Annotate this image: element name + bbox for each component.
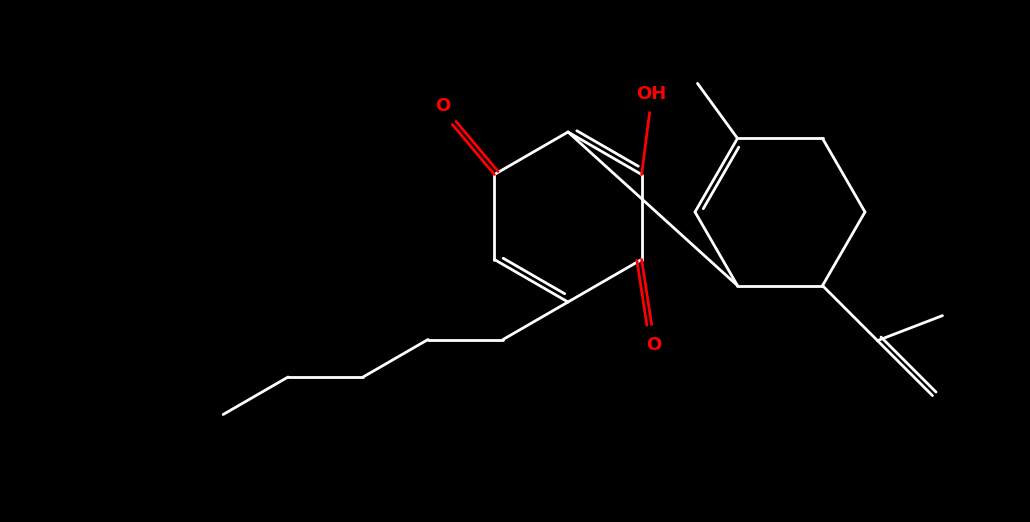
- Text: O: O: [646, 337, 661, 354]
- Text: OH: OH: [637, 85, 666, 102]
- Text: O: O: [435, 97, 450, 114]
